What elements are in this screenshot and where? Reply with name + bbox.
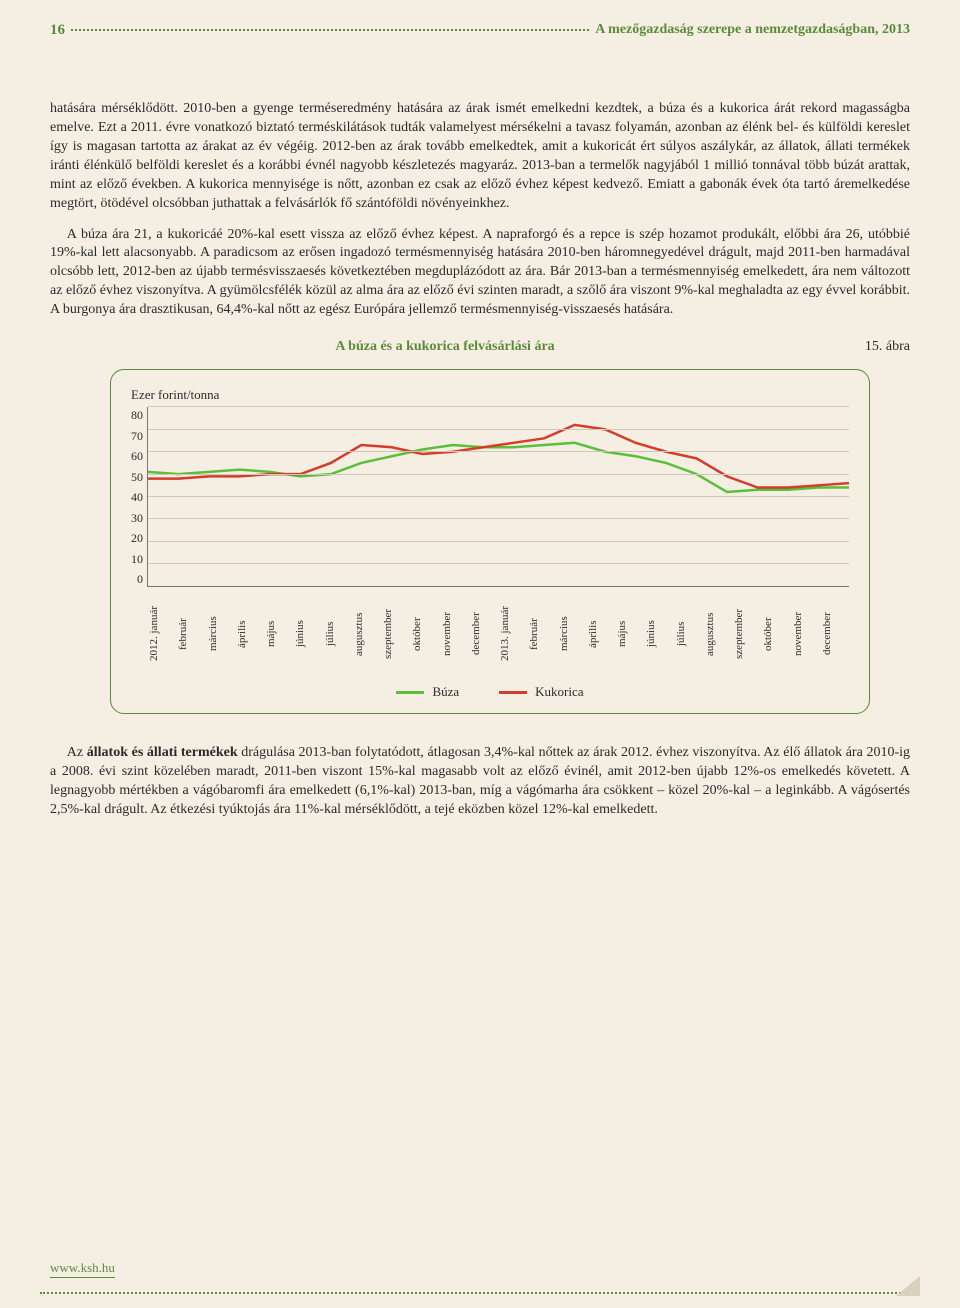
- figure-number: 15. ábra: [840, 338, 910, 357]
- page-number: 16: [50, 20, 65, 40]
- header-dots: [71, 29, 589, 31]
- x-labels: 2012. januárfebruármárciusáprilismájusjú…: [147, 593, 849, 675]
- plot-area: [147, 407, 849, 587]
- gridline: [148, 563, 849, 564]
- x-tick: június: [293, 593, 322, 675]
- legend-swatch: [499, 691, 527, 694]
- x-tick: augusztus: [352, 593, 381, 675]
- x-tick: február: [527, 593, 556, 675]
- x-tick: május: [264, 593, 293, 675]
- x-tick: február: [176, 593, 205, 675]
- header-title: A mezőgazdaság szerepe a nemzetgazdaságb…: [595, 21, 910, 40]
- x-tick: szeptember: [732, 593, 761, 675]
- y-ticks: 80 70 60 50 40 30 20 10 0: [131, 407, 147, 587]
- x-tick: 2012. január: [147, 593, 176, 675]
- y-axis-label: Ezer forint/tonna: [131, 386, 849, 404]
- x-tick: november: [791, 593, 820, 675]
- page-corner-icon: [896, 1276, 920, 1296]
- x-tick: november: [440, 593, 469, 675]
- legend-swatch: [396, 691, 424, 694]
- y-tick: 10: [131, 551, 143, 567]
- x-tick: szeptember: [381, 593, 410, 675]
- x-tick: május: [615, 593, 644, 675]
- x-tick: július: [323, 593, 352, 675]
- y-tick: 60: [131, 448, 143, 464]
- gridline: [148, 429, 849, 430]
- x-tick: október: [410, 593, 439, 675]
- paragraph-2: A búza ára 21, a kukoricáé 20%-kal esett…: [50, 226, 910, 320]
- legend-item-kukorica: Kukorica: [499, 683, 583, 701]
- chart-lines: [148, 407, 849, 586]
- y-tick: 40: [131, 489, 143, 505]
- gridline: [148, 474, 849, 475]
- x-tick: március: [206, 593, 235, 675]
- x-tick: október: [761, 593, 790, 675]
- figure-caption-row: A búza és a kukorica felvásárlási ára 15…: [50, 338, 910, 357]
- x-tick: december: [469, 593, 498, 675]
- legend-item-buza: Búza: [396, 683, 459, 701]
- y-tick: 50: [131, 469, 143, 485]
- x-tick: március: [557, 593, 586, 675]
- page-header: 16 A mezőgazdaság szerepe a nemzetgazdas…: [50, 20, 910, 40]
- y-tick: 0: [137, 571, 143, 587]
- paragraph-1: hatására mérséklődött. 2010-ben a gyenge…: [50, 100, 910, 213]
- x-tick: 2013. január: [498, 593, 527, 675]
- x-tick: augusztus: [703, 593, 732, 675]
- footer-dots: [40, 1292, 920, 1294]
- x-tick: június: [644, 593, 673, 675]
- footer-link[interactable]: www.ksh.hu: [50, 1259, 115, 1278]
- paragraph-3: Az állatok és állati termékek drágulása …: [50, 744, 910, 820]
- gridline: [148, 406, 849, 407]
- gridline: [148, 518, 849, 519]
- y-tick: 20: [131, 530, 143, 546]
- x-tick: december: [820, 593, 849, 675]
- y-tick: 70: [131, 428, 143, 444]
- x-tick: április: [586, 593, 615, 675]
- series-kukorica: [148, 425, 849, 488]
- y-tick: 30: [131, 510, 143, 526]
- x-tick: július: [674, 593, 703, 675]
- gridline: [148, 496, 849, 497]
- legend-label: Búza: [432, 683, 459, 701]
- x-tick: április: [235, 593, 264, 675]
- figure-title: A búza és a kukorica felvásárlási ára: [50, 338, 840, 357]
- legend-label: Kukorica: [535, 683, 583, 701]
- chart-frame: Ezer forint/tonna 80 70 60 50 40 30 20 10 0 2012…: [110, 369, 870, 714]
- gridline: [148, 541, 849, 542]
- legend: Búza Kukorica: [131, 683, 849, 701]
- y-tick: 80: [131, 407, 143, 423]
- gridline: [148, 451, 849, 452]
